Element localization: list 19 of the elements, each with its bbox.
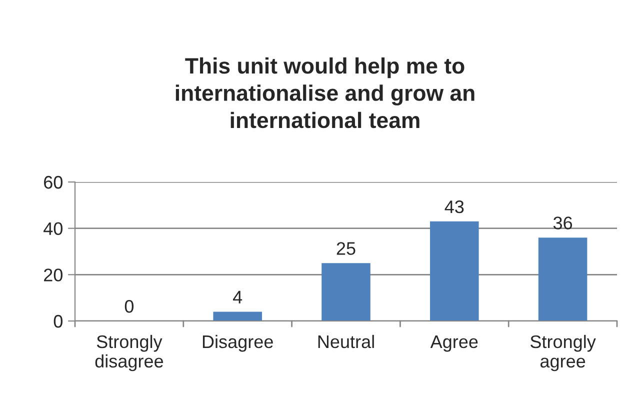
bar <box>322 263 370 321</box>
x-tick-label: Neutral <box>318 334 374 348</box>
data-label: 4 <box>232 290 242 304</box>
x-tick-label: Disagree <box>202 334 273 352</box>
y-tick-label: 0 <box>54 314 62 328</box>
data-label: 43 <box>444 200 464 214</box>
x-tick-label: Strongly agree <box>530 334 596 372</box>
chart-title: This unit would help me to internationalise and grow an international team <box>176 57 474 128</box>
bar <box>430 221 479 321</box>
data-label: 25 <box>336 242 356 255</box>
y-tick-label: 60 <box>44 176 62 189</box>
bar <box>213 312 262 321</box>
y-tick-label: 20 <box>44 268 62 282</box>
data-label: 36 <box>553 216 572 230</box>
data-label: 0 <box>124 300 134 313</box>
bar <box>538 238 588 321</box>
x-tick-label: Strongly disagree <box>95 334 164 372</box>
y-tick-label: 40 <box>44 222 62 236</box>
x-tick-label: Agree <box>430 336 478 352</box>
